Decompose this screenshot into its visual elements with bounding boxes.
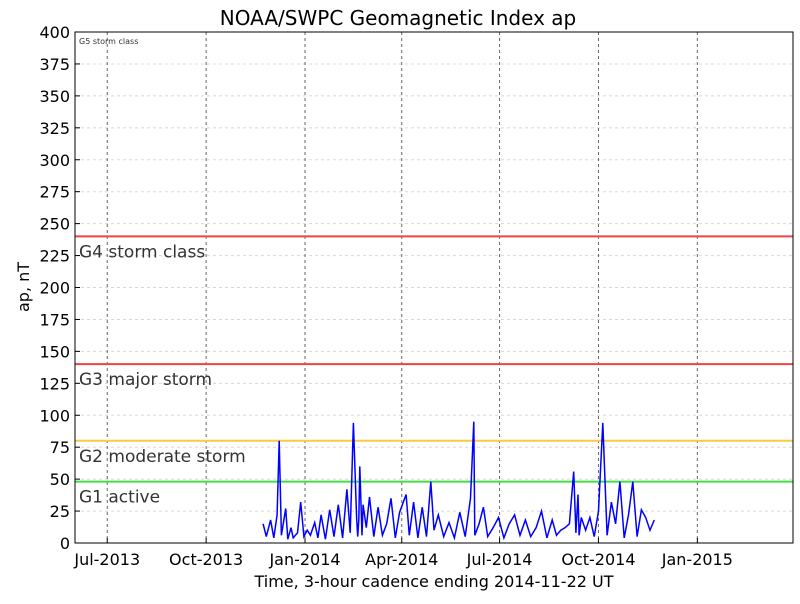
y-axis-label: ap, nT (14, 262, 33, 312)
y-tick-label: 0 (60, 534, 70, 553)
storm-threshold-lines: G1 active G2 moderate storm G3 major storm… (75, 235, 793, 508)
threshold-label: G2 moderate storm (79, 447, 246, 467)
y-tick-label: 50 (50, 470, 70, 489)
y-tick-label: 100 (39, 406, 70, 425)
y-tick-label: 225 (39, 247, 70, 266)
threshold-label: G1 active (79, 488, 160, 508)
chart-title: NOAA/SWPC Geomagnetic Index ap (220, 6, 576, 30)
y-tick-label: 150 (39, 342, 70, 361)
y-tick-label: 375 (39, 55, 70, 74)
x-tick-label: Oct-2014 (561, 550, 635, 569)
x-tick-label: Jan-2014 (268, 550, 340, 569)
y-tick-label: 25 (50, 502, 70, 521)
y-tick-label: 400 (39, 23, 70, 42)
y-tick-label: 300 (39, 151, 70, 170)
y-gridlines (75, 63, 793, 512)
x-axis-ticks: Jul-2013 Oct-2013 Jan-2014 Apr-2014 Jul-2014… (73, 538, 733, 569)
y-axis-ticks: 0 25 50 75 100 125 150 175 200 225 250 275 300 325 350… (39, 23, 80, 553)
y-tick-label: 275 (39, 183, 70, 202)
x-gridlines (106, 32, 698, 543)
ap-series-line (262, 421, 655, 541)
y-tick-label: 125 (39, 374, 70, 393)
y-tick-label: 250 (39, 215, 70, 234)
y-tick-label: 350 (39, 87, 70, 106)
x-tick-label: Jan-2015 (661, 550, 733, 569)
y-tick-label: 75 (50, 438, 70, 457)
x-tick-label: Apr-2014 (365, 550, 438, 569)
threshold-label: G4 storm class (79, 242, 205, 262)
x-tick-label: Oct-2013 (169, 550, 243, 569)
x-axis-label: Time, 3-hour cadence ending 2014-11-22 U… (253, 572, 613, 591)
y-tick-label: 175 (39, 310, 70, 329)
x-tick-label: Jul-2014 (466, 550, 533, 569)
x-tick-label: Jul-2013 (73, 550, 140, 569)
y-tick-label: 200 (39, 279, 70, 298)
top-note: G5 storm class (79, 37, 138, 46)
y-tick-label: 325 (39, 119, 70, 138)
threshold-label: G3 major storm (79, 370, 212, 390)
